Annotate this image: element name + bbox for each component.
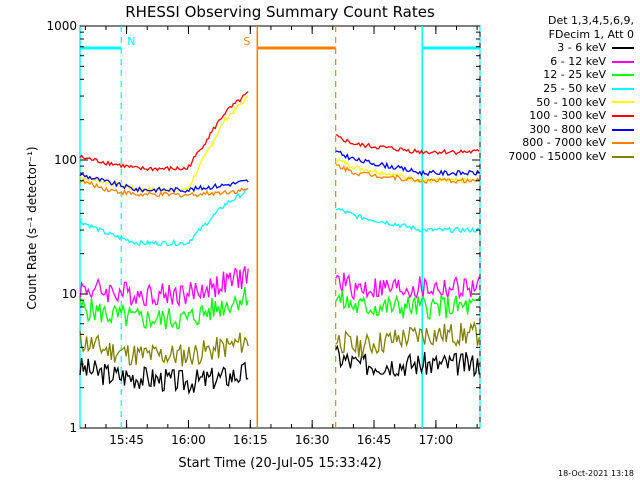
series-line-pre-saa	[79, 357, 249, 395]
legend-entry: 50 - 100 keV	[486, 96, 634, 110]
series-6-12-keVkeV	[79, 266, 480, 308]
axis-layer: 15:45 16:00 16:15 16:30 16:45 17:00 1 10 100 1000	[46, 19, 480, 447]
legend-entry-swatch	[612, 142, 634, 145]
legend-entry-label: 6 - 12 keV	[550, 54, 606, 68]
legend-entry-label: 800 - 7000 keV	[522, 136, 606, 150]
legend-entry: 25 - 50 keV	[486, 82, 634, 96]
legend-entry: 12 - 25 keV	[486, 68, 634, 82]
y-tick-label: 10	[62, 287, 77, 301]
legend-header-line-1: Det 1,3,4,5,6,9,	[547, 14, 634, 27]
interval-label: N	[127, 35, 135, 48]
legend-entry-swatch	[612, 46, 634, 49]
legend-entry-label: 12 - 25 keV	[543, 68, 606, 82]
chart-title: RHESSI Observing Summary Count Rates	[125, 3, 435, 21]
series-line-post-saa	[335, 164, 480, 184]
legend-entry-label: 3 - 6 keV	[557, 41, 606, 55]
series-line-pre-saa	[79, 188, 249, 247]
series-7000-15000-keVkeV	[79, 320, 480, 367]
series-line-pre-saa	[79, 173, 249, 194]
series-line-post-saa	[335, 344, 480, 378]
series-100-300-keVkeV	[79, 91, 480, 172]
series-line-pre-saa	[79, 178, 249, 198]
x-tick-label: 15:45	[109, 433, 144, 447]
legend-entry-swatch	[612, 155, 634, 158]
legend-entry: 100 - 300 keV	[486, 109, 634, 123]
series-300-800-keVkeV	[79, 150, 480, 194]
legend-entry: 3 - 6 keV	[486, 41, 634, 55]
legend-entry: 300 - 800 keV	[486, 123, 634, 137]
series-line-post-saa	[335, 290, 480, 320]
series-3-6-keVkeV	[79, 344, 480, 395]
x-tick-label: 16:30	[295, 433, 330, 447]
series-line-pre-saa	[79, 91, 249, 172]
legend-entry-label: 7000 - 15000 keV	[508, 149, 606, 163]
x-tick-label: 16:15	[233, 433, 268, 447]
legend-entry: 6 - 12 keV	[486, 55, 634, 69]
series-line-post-saa	[335, 207, 480, 234]
y-tick-label: 1000	[46, 19, 77, 33]
y-axis-label: Count Rate (s⁻¹ detector⁻¹)	[25, 146, 39, 309]
series-line-pre-saa	[79, 266, 249, 308]
legend-entry-swatch	[612, 128, 634, 131]
x-tick-label: 16:45	[357, 433, 392, 447]
y-tick-label: 1	[69, 421, 77, 435]
series-line-post-saa	[335, 320, 480, 359]
legend-entry: 800 - 7000 keV	[486, 136, 634, 150]
series-50-100-keVkeV	[79, 95, 480, 193]
legend-entry-swatch	[612, 60, 634, 63]
legend-header-line-2: FDecim 1, Att 0	[548, 27, 634, 41]
footer-timestamp: 18-Oct-2021 13:18	[558, 469, 634, 478]
series-800-7000-keVkeV	[79, 164, 480, 198]
legend-entries: 3 - 6 keV 6 - 12 keV 12 - 25 keV 25 - 50 ke…	[486, 41, 634, 163]
legend-entry-label: 25 - 50 keV	[543, 81, 606, 95]
series-line-post-saa	[335, 272, 480, 301]
legend-entry-label: 300 - 800 keV	[529, 122, 606, 136]
series-line-pre-saa	[79, 95, 249, 193]
series-line-pre-saa	[79, 286, 249, 330]
series-12-25-keVkeV	[79, 286, 480, 330]
legend-entry-label: 50 - 100 keV	[536, 95, 606, 109]
legend-entry-swatch	[612, 114, 634, 117]
series-line-pre-saa	[79, 330, 249, 367]
legend-entry-swatch	[612, 87, 634, 90]
x-tick-label: 16:00	[171, 433, 206, 447]
legend-entry: 7000 - 15000 keV	[486, 150, 634, 164]
series-layer	[79, 91, 480, 395]
legend-entry-label: 100 - 300 keV	[529, 109, 606, 123]
legend-entry-swatch	[612, 74, 634, 77]
legend-entry-swatch	[612, 101, 634, 104]
interval-label: S	[243, 35, 250, 48]
y-tick-label: 100	[54, 153, 77, 167]
x-axis-label: Start Time (20-Jul-05 15:33:42)	[178, 456, 381, 471]
series-25-50-keVkeV	[79, 188, 480, 247]
x-tick-label: 17:00	[419, 433, 454, 447]
series-line-post-saa	[335, 150, 480, 177]
series-line-post-saa	[335, 134, 480, 156]
legend: Det 1,3,4,5,6,9, FDecim 1, Att 0 3 - 6 k…	[486, 14, 634, 164]
